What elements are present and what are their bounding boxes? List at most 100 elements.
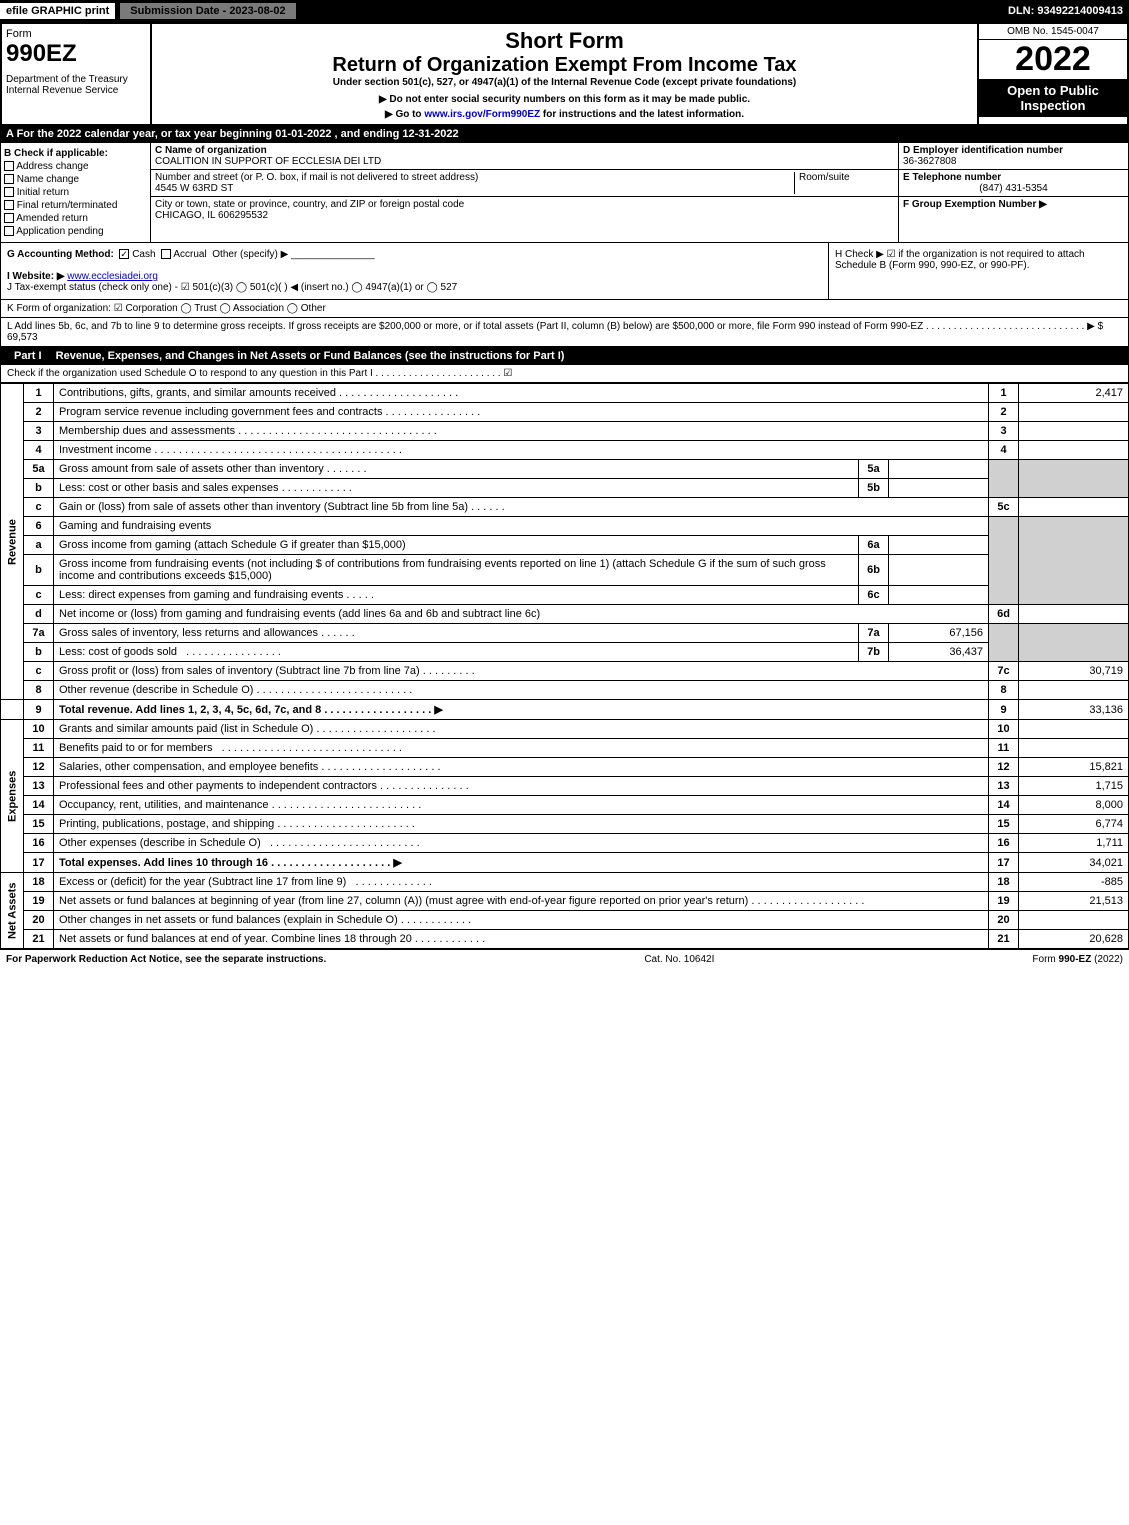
d-row: D Employer identification number 36-3627…	[899, 143, 1128, 169]
e-label: E Telephone number	[903, 172, 1001, 183]
b-item: Final return/terminated	[4, 200, 147, 211]
org-name: COALITION IN SUPPORT OF ECCLESIA DEI LTD	[155, 156, 381, 167]
b-item: Name change	[4, 174, 147, 185]
row-k: K Form of organization: ☑ Corporation ◯ …	[0, 300, 1129, 318]
website-link[interactable]: www.ecclesiadei.org	[67, 271, 158, 282]
table-row: 8 Other revenue (describe in Schedule O)…	[1, 681, 1129, 700]
table-row: 19 Net assets or fund balances at beginn…	[1, 892, 1129, 911]
table-row: c Gain or (loss) from sale of assets oth…	[1, 498, 1129, 517]
table-row: c Gross profit or (loss) from sales of i…	[1, 662, 1129, 681]
part-i-table: Revenue 1 Contributions, gifts, grants, …	[0, 383, 1129, 949]
street-label: Number and street (or P. O. box, if mail…	[155, 172, 478, 183]
expenses-label: Expenses	[1, 720, 24, 873]
open-inspection: Open to Public Inspection	[979, 79, 1127, 117]
city-label: City or town, state or province, country…	[155, 199, 464, 210]
instruction-goto: ▶ Go to www.irs.gov/Form990EZ for instru…	[156, 109, 973, 120]
tax-year: 2022	[979, 40, 1127, 79]
part-title: Revenue, Expenses, and Changes in Net As…	[56, 350, 565, 362]
irs-link[interactable]: www.irs.gov/Form990EZ	[424, 109, 540, 120]
f-row: F Group Exemption Number ▶	[899, 196, 1128, 212]
form-word: Form	[6, 28, 146, 40]
column-def: D Employer identification number 36-3627…	[898, 143, 1128, 242]
b-item: Amended return	[4, 213, 147, 224]
title-return: Return of Organization Exempt From Incom…	[156, 54, 973, 77]
table-row: 12 Salaries, other compensation, and emp…	[1, 758, 1129, 777]
row-l: L Add lines 5b, 6c, and 7b to line 9 to …	[0, 318, 1129, 347]
revenue-label: Revenue	[1, 384, 24, 700]
part-i-header: Part I Revenue, Expenses, and Changes in…	[0, 347, 1129, 365]
dln-label: DLN: 93492214009413	[1008, 5, 1129, 17]
footer-right: Form 990-EZ (2022)	[1032, 954, 1123, 965]
table-row: 14 Occupancy, rent, utilities, and maint…	[1, 796, 1129, 815]
table-row: 17 Total expenses. Add lines 10 through …	[1, 853, 1129, 873]
table-row: b Less: cost of goods sold . . . . . . .…	[1, 643, 1129, 662]
e-row: E Telephone number (847) 431-5354	[899, 169, 1128, 196]
header-right: OMB No. 1545-0047 2022 Open to Public In…	[977, 24, 1127, 124]
table-row: c Less: direct expenses from gaming and …	[1, 586, 1129, 605]
submission-date: Submission Date - 2023-08-02	[119, 2, 296, 20]
table-row: 7a Gross sales of inventory, less return…	[1, 624, 1129, 643]
table-row: 3 Membership dues and assessments . . . …	[1, 422, 1129, 441]
g-section: G Accounting Method: Cash Accrual Other …	[1, 243, 828, 299]
department: Department of the Treasury Internal Reve…	[6, 74, 146, 96]
form-number: 990EZ	[6, 40, 146, 68]
table-row: 9 Total revenue. Add lines 1, 2, 3, 4, 5…	[1, 700, 1129, 720]
table-row: 11 Benefits paid to or for members . . .…	[1, 739, 1129, 758]
f-label: F Group Exemption Number ▶	[903, 199, 1047, 210]
b-item: Initial return	[4, 187, 147, 198]
table-row: 15 Printing, publications, postage, and …	[1, 815, 1129, 834]
table-row: 6 Gaming and fundraising events	[1, 517, 1129, 536]
row-a: A For the 2022 calendar year, or tax yea…	[0, 126, 1129, 142]
c-city-row: City or town, state or province, country…	[151, 197, 898, 223]
netassets-label: Net Assets	[1, 873, 24, 949]
efile-label: efile GRAPHIC print	[0, 3, 115, 19]
subtitle-under: Under section 501(c), 527, or 4947(a)(1)…	[156, 77, 973, 88]
table-row: Expenses 10 Grants and similar amounts p…	[1, 720, 1129, 739]
part-i-sub: Check if the organization used Schedule …	[0, 365, 1129, 383]
header-center: Short Form Return of Organization Exempt…	[152, 24, 977, 124]
form-header: Form 990EZ Department of the Treasury In…	[0, 22, 1129, 126]
ein-value: 36-3627808	[903, 156, 956, 167]
table-row: Net Assets 18 Excess or (deficit) for th…	[1, 873, 1129, 892]
g-label: G Accounting Method:	[7, 249, 114, 260]
phone-value: (847) 431-5354	[903, 183, 1124, 194]
column-c: C Name of organization COALITION IN SUPP…	[151, 143, 898, 242]
table-row: b Less: cost or other basis and sales ex…	[1, 479, 1129, 498]
topbar: efile GRAPHIC print Submission Date - 20…	[0, 0, 1129, 22]
omb-number: OMB No. 1545-0047	[979, 24, 1127, 40]
h-section: H Check ▶ ☑ if the organization is not r…	[828, 243, 1128, 299]
table-row: 5a Gross amount from sale of assets othe…	[1, 460, 1129, 479]
b-item: Application pending	[4, 226, 147, 237]
city-value: CHICAGO, IL 606295532	[155, 210, 268, 221]
header-left: Form 990EZ Department of the Treasury In…	[2, 24, 152, 124]
table-row: Revenue 1 Contributions, gifts, grants, …	[1, 384, 1129, 403]
i-label: I Website: ▶	[7, 271, 65, 282]
table-row: 2 Program service revenue including gove…	[1, 403, 1129, 422]
c-name-label: C Name of organization	[155, 145, 267, 156]
column-b: B Check if applicable: Address change Na…	[1, 143, 151, 242]
table-row: 20 Other changes in net assets or fund b…	[1, 911, 1129, 930]
c-name-row: C Name of organization COALITION IN SUPP…	[151, 143, 898, 170]
part-num: Part I	[6, 350, 50, 362]
table-row: a Gross income from gaming (attach Sched…	[1, 536, 1129, 555]
table-row: 13 Professional fees and other payments …	[1, 777, 1129, 796]
footer: For Paperwork Reduction Act Notice, see …	[0, 949, 1129, 969]
street-value: 4545 W 63RD ST	[155, 183, 233, 194]
table-row: d Net income or (loss) from gaming and f…	[1, 605, 1129, 624]
j-text: J Tax-exempt status (check only one) - ☑…	[7, 282, 457, 293]
b-title: B Check if applicable:	[4, 148, 147, 159]
footer-left: For Paperwork Reduction Act Notice, see …	[6, 954, 326, 965]
table-row: b Gross income from fundraising events (…	[1, 555, 1129, 586]
h-text: H Check ▶ ☑ if the organization is not r…	[835, 249, 1085, 271]
c-street-row: Number and street (or P. O. box, if mail…	[151, 170, 898, 197]
b-item: Address change	[4, 161, 147, 172]
row-gh: G Accounting Method: Cash Accrual Other …	[0, 243, 1129, 300]
room-label: Room/suite	[799, 172, 850, 183]
footer-mid: Cat. No. 10642I	[326, 954, 1032, 965]
instruction-donot: ▶ Do not enter social security numbers o…	[156, 94, 973, 105]
d-label: D Employer identification number	[903, 145, 1063, 156]
table-row: 4 Investment income . . . . . . . . . . …	[1, 441, 1129, 460]
table-row: 21 Net assets or fund balances at end of…	[1, 930, 1129, 949]
section-bcdef: B Check if applicable: Address change Na…	[0, 142, 1129, 243]
table-row: 16 Other expenses (describe in Schedule …	[1, 834, 1129, 853]
